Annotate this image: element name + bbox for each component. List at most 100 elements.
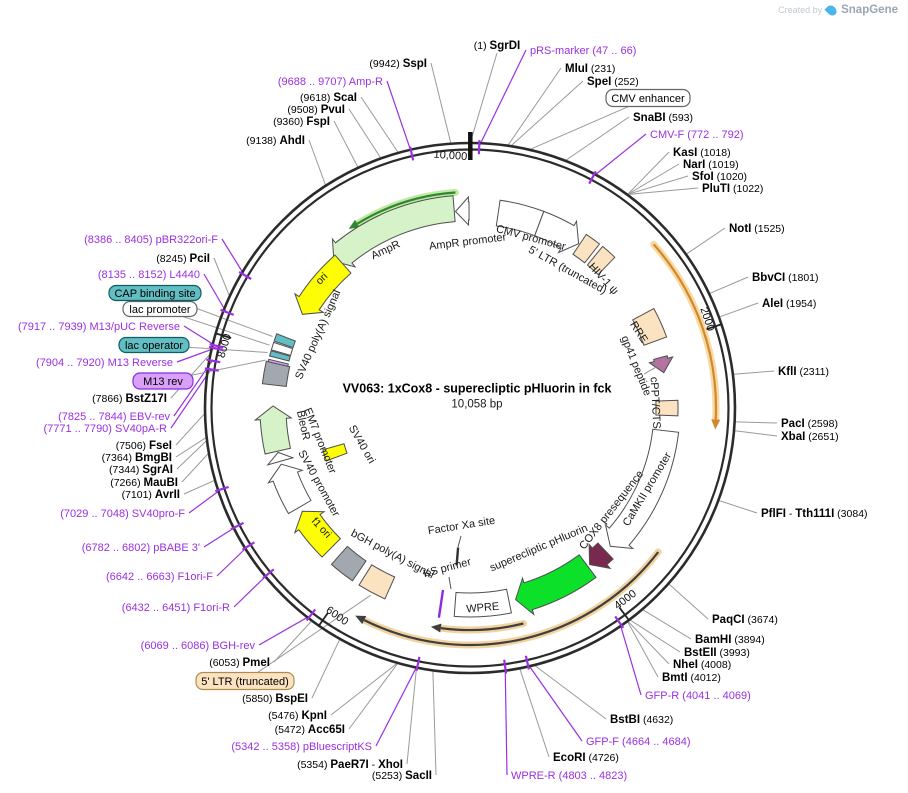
label-kfli[interactable]: KflI (2311) [778,366,829,378]
feature-camkii-promoter[interactable] [604,428,680,550]
label-paqci[interactable]: PaqCI (3674) [712,614,778,626]
labelbox-cap-binding-site-label[interactable] [108,284,202,302]
label-sgrai[interactable]: (7344) SgrAI [109,464,173,476]
label-cmv-f[interactable]: CMV-F (772 .. 792) [650,129,744,141]
label-avrii[interactable]: (7101) AvrII [122,489,180,501]
wpre-label[interactable]: WPRE [466,601,500,616]
feature-cox8-presequence[interactable] [588,542,614,570]
label-ahdi[interactable]: (9138) AhdI [246,135,305,147]
label-kasi[interactable]: KasI (1018) [673,147,731,159]
label-lac-promoter-label[interactable]: lac promoter [129,304,190,316]
label-pmei[interactable]: (6053) PmeI [209,657,270,669]
label-gfp-r[interactable]: GFP-R (4041 .. 4069) [645,690,751,702]
label-pbabe-3[interactable]: (6782 .. 6802) pBABE 3' [82,542,200,554]
cppt-cts-label[interactable]: cPPT/CTS [648,377,663,430]
label-snabi[interactable]: SnaBI (593) [633,112,693,124]
label-amp-r[interactable]: (9688 .. 9707) Amp-R [278,76,383,88]
label-bgh-rev[interactable]: (6069 .. 6086) BGH-rev [141,640,256,652]
label-spei[interactable]: SpeI (252) [587,76,639,88]
label-nari[interactable]: NarI (1019) [683,159,739,171]
feature-sv40-polya[interactable] [261,360,291,388]
label-pflfi-tth111i[interactable]: PflFI - Tth111I (3084) [761,508,868,520]
feature-sv40-promoter[interactable] [267,463,312,515]
feature-lac-promoter-site[interactable] [270,341,294,357]
arc-core-ampr-transcript-arc[interactable] [356,191,456,225]
label-bspei[interactable]: (5850) BspEI [242,693,308,705]
label-gfp-f[interactable]: GFP-F (4664 .. 4684) [586,736,691,748]
feature-hiv1-psi-a[interactable] [572,233,601,264]
feature-hiv1-psi-b[interactable] [586,245,616,276]
labelbox-lac-promoter-label[interactable] [122,300,198,318]
label-sv40pro-f[interactable]: (7029 .. 7048) SV40pro-F [60,508,185,520]
label-cap-binding-site-label[interactable]: CAP binding site [114,288,195,300]
label-sacii[interactable]: (5253) SacII [372,770,432,782]
feature-f1-ori[interactable] [293,510,342,558]
feature-ltr5-truncated-arrow[interactable] [534,210,580,254]
label-ltr5-truncated-boxed-label[interactable]: 5' LTR (truncated) [201,676,288,688]
label-pbluescriptks[interactable]: (5342 .. 5358) pBluescriptKS [231,741,372,753]
label-bstbi[interactable]: BstBI (4632) [610,714,673,726]
feature-gp41-peptide[interactable] [648,355,674,374]
labelbox-ltr5-truncated-boxed-label[interactable] [195,671,295,691]
label-bbvci[interactable]: BbvCI (1801) [752,272,819,284]
feature-ltr5-truncated-box[interactable] [358,564,396,600]
label-ebv-rev[interactable]: (7825 .. 7844) EBV-rev [58,411,170,423]
feature-lac-operator-site[interactable] [268,350,291,362]
label-lac-operator-label[interactable]: lac operator [125,340,183,352]
label-maubi[interactable]: (7266) MauBI [110,477,178,489]
label-sgrdi[interactable]: (1) SgrDI [474,40,520,52]
label-nhei[interactable]: NheI (4008) [673,659,731,671]
label-bmti[interactable]: BmtI (4012) [662,672,721,684]
label-m13-rev-label[interactable]: M13 rev [143,376,183,388]
feature-rre[interactable] [632,307,668,346]
label-mlui[interactable]: MluI (231) [565,63,615,75]
label-m13-puc-reverse[interactable]: (7917 .. 7939) M13/pUC Reverse [18,321,180,333]
labelbox-lac-operator-label[interactable] [118,336,190,354]
label-pvui[interactable]: (9508) PvuI [287,104,345,116]
label-bmgbi[interactable]: (7364) BmgBI [102,452,172,464]
label-wpre-r[interactable]: WPRE-R (4803 .. 4823) [511,770,627,782]
labelbox-cmv-enhancer-label[interactable] [605,88,691,108]
label-alei[interactable]: AleI (1954) [762,298,816,310]
feature-ori[interactable] [293,254,352,315]
feature-bgh-polya[interactable] [330,545,367,582]
arc-core-bottom-outer-transcript-arc[interactable] [363,551,660,647]
label-l4440[interactable]: (8135 .. 8152) L4440 [98,269,200,281]
sv40-ori-label[interactable]: SV40 ori [346,423,377,466]
label-sv40pa-r[interactable]: (7771 .. 7790) SV40pA-R [43,423,167,435]
feature-cap-binding-site[interactable] [273,333,297,349]
label-bstz17i[interactable]: (7866) BstZ17I [92,393,167,405]
bgh-polya-label[interactable]: bGH poly(A) signal [349,527,436,581]
feature-sv40-ori[interactable] [322,443,348,462]
label-sspi[interactable]: (9942) SspI [369,58,427,70]
factor-xa-site-label[interactable]: Factor Xa site [427,515,496,537]
label-scai[interactable]: (9618) ScaI [300,92,357,104]
label-pbr322ori-f[interactable]: (8386 .. 8405) pBR322ori-F [84,234,218,246]
label-xbai[interactable]: XbaI (2651) [781,431,839,443]
label-fspi[interactable]: (9360) FspI [273,116,330,128]
label-ecori[interactable]: EcoRI (4726) [553,752,619,764]
feature-ampr-promoter[interactable] [454,195,470,227]
label-prs-marker[interactable]: pRS-marker (47 .. 66) [530,45,636,57]
feature-cppt-cts[interactable] [655,399,679,417]
label-f1ori-r[interactable]: (6432 .. 6451) F1ori-R [122,602,230,614]
label-fsei[interactable]: (7506) FseI [116,440,172,452]
label-noti[interactable]: NotI (1525) [729,223,785,235]
label-pluti[interactable]: PluTI (1022) [702,183,763,195]
arc-core-bottom-inner-transcript-arc[interactable] [440,622,524,632]
label-m13-reverse[interactable]: (7904 .. 7920) M13 Reverse [36,357,173,369]
label-sfoi[interactable]: SfoI (1020) [692,171,747,183]
label-cmv-enhancer-label[interactable]: CMV enhancer [611,93,685,105]
label-acc65i[interactable]: (5472) Acc65I [275,724,345,736]
labelbox-m13-rev-label[interactable] [132,372,194,390]
arc-core-right-transcript-arc[interactable] [652,243,718,420]
label-pcii[interactable]: (8245) PciI [156,253,210,265]
label-paci[interactable]: PacI (2598) [781,418,838,430]
label-paer7i-xhoi[interactable]: (5354) PaeR7I - XhoI [297,759,403,771]
label-f1ori-f[interactable]: (6642 .. 6663) F1ori-F [106,571,213,583]
label-bsteii[interactable]: BstEII (3993) [684,647,750,659]
feature-bleor[interactable] [253,405,293,455]
feature-m13-rev-site[interactable] [267,358,289,367]
label-bamhi[interactable]: BamHI (3894) [695,634,765,646]
feature-wpre[interactable] [453,588,512,618]
